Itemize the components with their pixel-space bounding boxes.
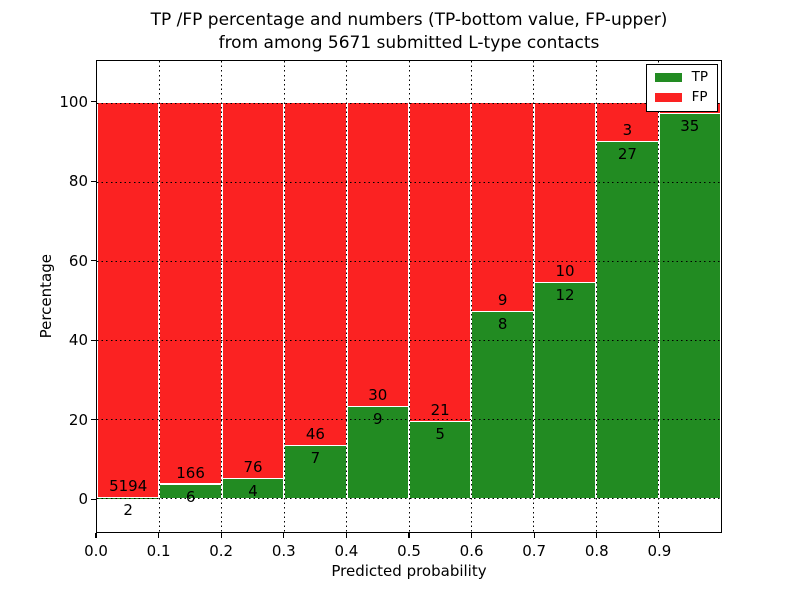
gridline-vertical <box>595 61 597 532</box>
legend-row: TP <box>654 69 708 85</box>
gridline-vertical <box>221 61 223 532</box>
bar-segment-fp <box>410 102 471 423</box>
x-tick-label: 0.1 <box>146 542 171 560</box>
bar-segment-fp <box>472 102 533 312</box>
y-tick-mark <box>91 101 96 103</box>
bar-segment-tp <box>597 142 658 499</box>
x-tick-label: 0.8 <box>584 542 609 560</box>
legend-swatch-fp-icon <box>654 93 682 102</box>
y-tick-label: 40 <box>68 331 88 350</box>
x-tick-label: 0.4 <box>334 542 359 560</box>
bar-segment-tp <box>285 446 346 499</box>
bar-label-tp: 7 <box>310 449 321 468</box>
x-tick-mark <box>220 533 222 538</box>
y-tick-label: 0 <box>78 490 88 509</box>
y-tick-label: 60 <box>68 251 88 270</box>
bar-label-fp: 3 <box>622 121 633 140</box>
bar-segment-fp <box>160 102 221 485</box>
bar-label-tp: 5 <box>435 425 445 444</box>
bar-label-tp: 9 <box>373 409 383 428</box>
bar-label-tp: 6 <box>185 487 196 506</box>
x-tick-label: 0.2 <box>209 542 234 560</box>
gridline-vertical <box>346 61 348 532</box>
bar-label-fp: 5194 <box>109 477 148 496</box>
y-tick-mark <box>91 180 96 182</box>
bar-segment-tp <box>160 484 221 499</box>
plot-area: TP FP 5194 2 166 6 76 4 46 7 30 9 21 5 9 8 10 12 3 27 35 <box>96 60 722 533</box>
y-axis-label-wrap: Percentage <box>36 60 56 533</box>
x-tick-mark <box>283 533 285 538</box>
gridline-vertical <box>658 61 660 532</box>
bar-segment-fp <box>98 102 159 499</box>
x-axis-label: Predicted probability <box>331 562 487 580</box>
bar-label-tp: 4 <box>248 481 258 500</box>
bar-label-tp: 12 <box>555 285 575 304</box>
y-tick-label: 80 <box>68 172 88 191</box>
x-tick-mark <box>658 533 661 538</box>
gridline-vertical <box>158 61 160 532</box>
bar-segment-tp <box>534 282 596 499</box>
bar-segment-fp <box>285 102 346 447</box>
legend-label-fp: FP <box>691 89 708 105</box>
bar-segment-tp <box>222 478 284 499</box>
bar-label-fp: 46 <box>305 425 325 444</box>
bar-label-tp: 8 <box>497 314 508 333</box>
y-tick-mark <box>91 498 96 500</box>
x-tick-mark <box>470 533 473 538</box>
x-tick-mark <box>157 533 160 538</box>
bar-segment-tp <box>472 311 533 499</box>
x-tick-label: 0.6 <box>459 542 484 560</box>
bar-segment-tp <box>659 113 720 499</box>
bar-segment-tp <box>347 406 408 499</box>
bar-segment-fp <box>534 102 596 283</box>
bar-label-tp: 2 <box>123 501 133 520</box>
y-tick-mark <box>91 419 96 421</box>
y-tick-label: 20 <box>68 410 88 429</box>
y-tick-label: 100 <box>59 92 88 111</box>
x-tick-label: 0.9 <box>647 542 672 560</box>
chart-title-line1: TP /FP percentage and numbers (TP-bottom… <box>150 10 668 30</box>
bar-label-tp: 27 <box>617 145 637 164</box>
bar-segment-fp <box>222 102 284 479</box>
legend: TP FP <box>645 64 718 112</box>
bar-label-fp: 30 <box>368 385 388 404</box>
bar-label-fp: 166 <box>176 463 205 482</box>
x-tick-mark <box>345 533 348 538</box>
bar-label-fp: 76 <box>243 457 263 476</box>
x-tick-label: 0.0 <box>84 542 108 560</box>
legend-label-tp: TP <box>691 69 708 85</box>
gridline-horizontal <box>97 340 721 342</box>
gridline-horizontal <box>97 181 721 183</box>
bar-segment-fp <box>347 102 408 407</box>
legend-row: FP <box>654 89 708 105</box>
gridline-vertical <box>533 61 535 532</box>
gridline-vertical <box>283 61 285 532</box>
x-tick-mark <box>596 533 598 538</box>
x-tick-mark <box>408 533 410 538</box>
x-tick-label: 0.3 <box>271 542 296 560</box>
x-tick-mark <box>95 533 97 538</box>
legend-swatch-tp-icon <box>654 73 682 82</box>
chart-title: TP /FP percentage and numbers (TP-bottom… <box>96 9 722 55</box>
x-tick-label: 0.5 <box>397 542 421 560</box>
y-tick-mark <box>91 260 96 262</box>
bar-label-fp: 9 <box>497 290 508 309</box>
gridline-horizontal <box>97 260 721 262</box>
bar-label-tp: 35 <box>680 116 700 135</box>
x-tick-mark <box>533 533 535 538</box>
gridline-vertical <box>470 61 472 532</box>
bar-segment-tp <box>410 422 471 499</box>
x-tick-label: 0.7 <box>522 542 547 560</box>
gridline-horizontal <box>97 102 721 104</box>
chart-title-line2: from among 5671 submitted L-type contact… <box>218 33 600 53</box>
bar-label-fp: 10 <box>555 261 575 280</box>
y-tick-mark <box>91 339 96 341</box>
bar-label-fp: 21 <box>430 401 450 420</box>
gridline-horizontal <box>97 498 721 500</box>
gridline-vertical <box>408 61 410 532</box>
gridline-horizontal <box>97 419 721 421</box>
